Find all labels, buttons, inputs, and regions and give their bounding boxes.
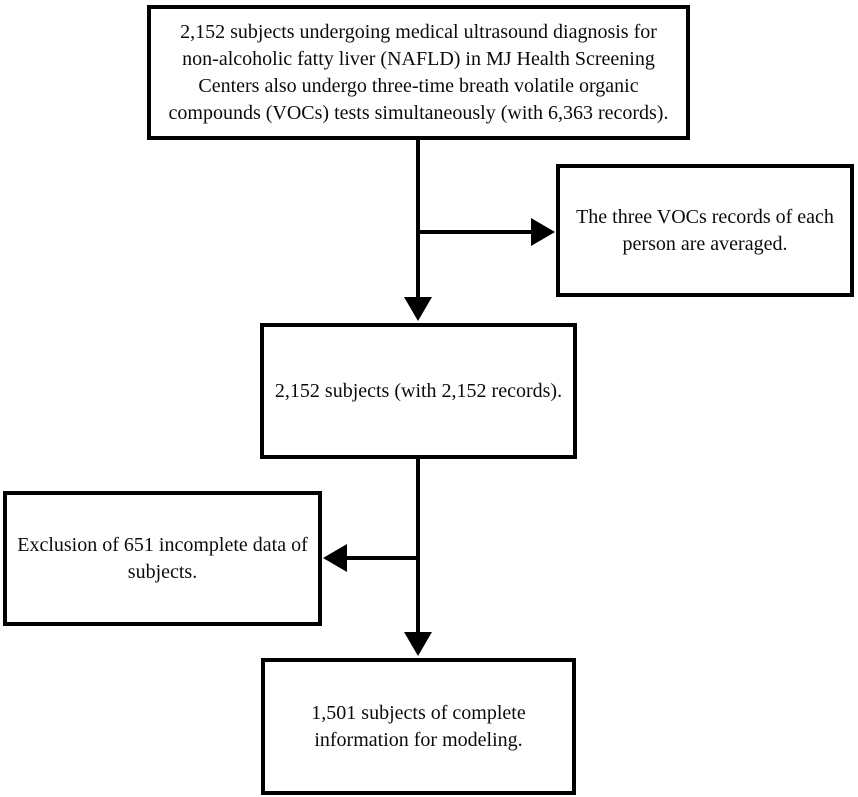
box-text-line: non-alcoholic fatty liver (NAFLD) in MJ … <box>182 47 655 70</box>
arrow-branch-to-exclusion <box>323 544 420 572</box>
box-final-modeling: 1,501 subjects of complete information f… <box>261 658 576 795</box>
box-text-line: subjects. <box>127 560 198 583</box>
box-subjects-records: 2,152 subjects (with 2,152 records). <box>260 323 577 459</box>
arrow-top-to-subjects <box>404 140 432 321</box>
box-text-line: 2,152 subjects undergoing medical ultras… <box>180 20 657 43</box>
box-exclusion: Exclusion of 651 incomplete data of subj… <box>3 491 322 626</box>
box-text-line: 2,152 subjects (with 2,152 records). <box>274 379 563 402</box>
box-text-line: compounds (VOCs) tests simultaneously (w… <box>168 101 669 124</box>
box-text-line: The three VOCs records of each <box>576 205 834 228</box>
box-study-population: 2,152 subjects undergoing medical ultras… <box>147 5 690 140</box>
arrow-branch-to-averaged <box>416 218 555 246</box>
box-text-line: information for modeling. <box>314 728 523 751</box>
box-text-line: Centers also undergo three-time breath v… <box>198 74 639 97</box>
box-text-line: 1,501 subjects of complete <box>311 701 526 724</box>
box-text-line: person are averaged. <box>622 232 788 255</box>
box-text-line: Exclusion of 651 incomplete data of <box>17 533 308 556</box>
arrow-subjects-to-final <box>404 459 432 656</box>
box-records-averaged: The three VOCs records of each person ar… <box>556 164 854 297</box>
